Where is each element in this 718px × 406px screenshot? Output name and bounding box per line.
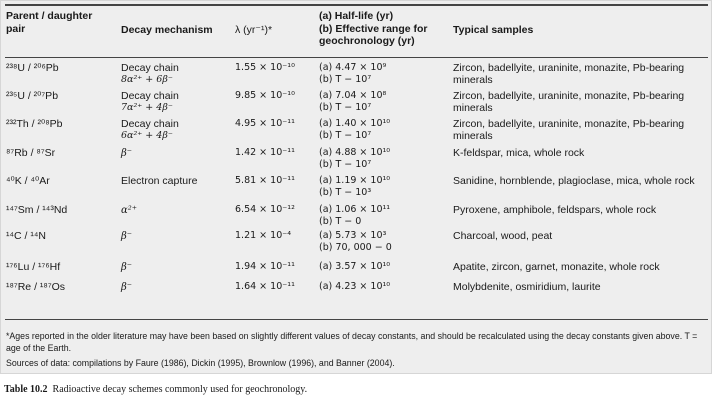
cell-mechanism: β⁻	[121, 281, 132, 294]
effective-range: (b) T − 10⁷	[319, 74, 372, 85]
cell-lambda: 1.55 × 10⁻¹⁰	[235, 62, 295, 73]
cell-halflife: (a) 1.06 × 10¹¹ (b) T − 0	[319, 204, 390, 228]
cell-samples: K-feldspar, mica, whole rock	[453, 147, 585, 159]
cell-samples: Pyroxene, amphibole, feldspars, whole ro…	[453, 204, 657, 216]
cell-mechanism: β⁻	[121, 261, 132, 274]
mechanism-particles: 7α²⁺ + 4β⁻	[121, 102, 173, 113]
cell-mechanism: β⁻	[121, 230, 132, 243]
cell-pair: ¹⁴C / ¹⁴N	[6, 230, 46, 242]
effective-range: (b) T − 10³	[319, 187, 372, 198]
halflife-value: (a) 1.19 × 10¹⁰	[319, 175, 391, 186]
bottom-rule	[5, 319, 708, 320]
effective-range: (b) 70, 000 − 0	[319, 242, 392, 253]
halflife-value: (a) 5.73 × 10³	[319, 230, 387, 241]
cell-lambda: 4.95 × 10⁻¹¹	[235, 118, 295, 129]
mechanism-text: β⁻	[121, 231, 133, 242]
table-caption: Table 10.2 Radioactive decay schemes com…	[4, 384, 307, 395]
mechanism-text: β⁻	[121, 148, 133, 159]
cell-samples: Sanidine, hornblende, plagioclase, mica,…	[453, 175, 695, 187]
cell-pair: ²³⁸U / ²⁰⁶Pb	[6, 62, 59, 74]
header-halflife-a: (a) Half-life (yr)	[319, 10, 394, 22]
cell-mechanism: Decay chain 7α²⁺ + 4β⁻	[121, 90, 179, 114]
cell-halflife: (a) 1.19 × 10¹⁰ (b) T − 10³	[319, 175, 390, 199]
cell-mechanism: Electron capture	[121, 175, 197, 187]
cell-pair: ²³²Th / ²⁰⁸Pb	[6, 118, 63, 130]
cell-mechanism: β⁻	[121, 147, 132, 160]
cell-pair: ⁸⁷Rb / ⁸⁷Sr	[6, 147, 56, 159]
cell-halflife: (a) 4.88 × 10¹⁰ (b) T − 10⁷	[319, 147, 390, 171]
cell-mechanism: Decay chain 8α²⁺ + 6β⁻	[121, 62, 179, 86]
cell-halflife: (a) 1.40 × 10¹⁰ (b) T − 10⁷	[319, 118, 390, 142]
cell-halflife: (a) 7.04 × 10⁸ (b) T − 10⁷	[319, 90, 386, 114]
effective-range: (b) T − 10⁷	[319, 130, 372, 141]
cell-samples: Zircon, badellyite, uraninite, monazite,…	[453, 62, 685, 86]
effective-range: (b) T − 10⁷	[319, 102, 372, 113]
header-halflife: (a) Half-life (yr) (b) Effective range f…	[319, 10, 451, 48]
cell-halflife: (a) 4.47 × 10⁹ (b) T − 10⁷	[319, 62, 386, 86]
header-lambda: λ (yr⁻¹)*	[235, 24, 273, 36]
mechanism-text: β⁻	[121, 282, 133, 293]
header-pair: Parent / daughter pair	[6, 10, 93, 35]
cell-samples: Molybdenite, osmiridium, laurite	[453, 281, 601, 293]
cell-halflife: (a) 5.73 × 10³ (b) 70, 000 − 0	[319, 230, 392, 254]
cell-pair: ¹⁸⁷Re / ¹⁸⁷Os	[6, 281, 66, 293]
caption-label: Table 10.2	[4, 384, 48, 395]
cell-lambda: 1.64 × 10⁻¹¹	[235, 281, 295, 292]
halflife-value: (a) 4.47 × 10⁹	[319, 62, 387, 73]
cell-lambda: 5.81 × 10⁻¹¹	[235, 175, 295, 186]
halflife-value: (a) 4.23 × 10¹⁰	[319, 281, 391, 292]
halflife-value: (a) 7.04 × 10⁸	[319, 90, 387, 101]
cell-samples: Apatite, zircon, garnet, monazite, whole…	[453, 261, 660, 273]
halflife-value: (a) 1.06 × 10¹¹	[319, 204, 391, 215]
halflife-value: (a) 4.88 × 10¹⁰	[319, 147, 391, 158]
cell-halflife: (a) 3.57 × 10¹⁰	[319, 261, 390, 273]
table-panel: Parent / daughter pair Decay mechanism λ…	[0, 0, 712, 374]
mechanism-text: Electron capture	[121, 175, 198, 187]
cell-lambda: 1.21 × 10⁻⁴	[235, 230, 292, 241]
effective-range: (b) T − 0	[319, 216, 362, 227]
caption-text: Radioactive decay schemes commonly used …	[52, 384, 308, 395]
mechanism-particles: 8α²⁺ + 6β⁻	[121, 74, 173, 85]
cell-samples: Zircon, badellyite, uraninite, monazite,…	[453, 118, 685, 142]
header-halflife-b: (b) Effective range for geochronology (y…	[319, 22, 428, 48]
header-rule	[5, 57, 708, 58]
cell-lambda: 6.54 × 10⁻¹²	[235, 204, 295, 215]
footnote-sources: Sources of data: compilations by Faure (…	[6, 358, 395, 368]
footnote-ages: *Ages reported in the older literature m…	[6, 331, 698, 353]
cell-lambda: 1.94 × 10⁻¹¹	[235, 261, 295, 272]
cell-mechanism: α²⁺	[121, 204, 137, 217]
halflife-value: (a) 3.57 × 10¹⁰	[319, 261, 391, 272]
cell-samples: Charcoal, wood, peat	[453, 230, 553, 242]
mechanism-text: Decay chain	[121, 62, 179, 74]
cell-pair: ²³⁵U / ²⁰⁷Pb	[6, 90, 59, 102]
cell-samples: Zircon, badellyite, uraninite, monazite,…	[453, 90, 685, 114]
mechanism-particles: 6α²⁺ + 4β⁻	[121, 130, 173, 141]
mechanism-text: Decay chain	[121, 118, 179, 130]
cell-pair: ¹⁷⁶Lu / ¹⁷⁶Hf	[6, 261, 61, 273]
header-samples: Typical samples	[453, 24, 534, 36]
header-mechanism: Decay mechanism	[121, 24, 213, 36]
cell-lambda: 1.42 × 10⁻¹¹	[235, 147, 295, 158]
mechanism-text: α²⁺	[121, 205, 138, 216]
cell-halflife: (a) 4.23 × 10¹⁰	[319, 281, 390, 293]
cell-pair: ¹⁴⁷Sm / ¹⁴³Nd	[6, 204, 68, 216]
cell-mechanism: Decay chain 6α²⁺ + 4β⁻	[121, 118, 179, 142]
mechanism-text: β⁻	[121, 262, 133, 273]
effective-range: (b) T − 10⁷	[319, 159, 372, 170]
cell-pair: ⁴⁰K / ⁴⁰Ar	[6, 175, 50, 187]
halflife-value: (a) 1.40 × 10¹⁰	[319, 118, 391, 129]
mechanism-text: Decay chain	[121, 90, 179, 102]
top-rule	[5, 4, 708, 6]
cell-lambda: 9.85 × 10⁻¹⁰	[235, 90, 295, 101]
